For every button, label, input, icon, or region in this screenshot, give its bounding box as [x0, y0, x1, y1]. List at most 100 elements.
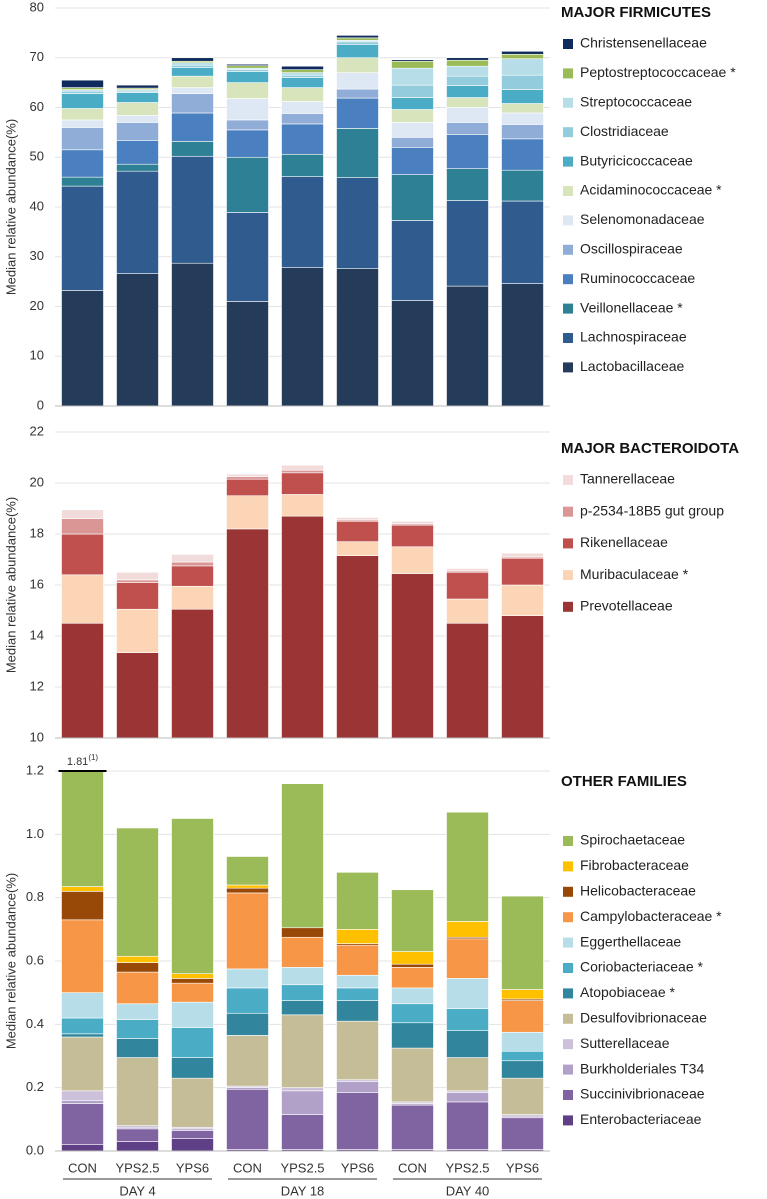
bar-segment [501, 50, 544, 55]
bar-segment [116, 962, 159, 973]
bar-segment [391, 300, 434, 406]
legend-label: Rikenellaceae [580, 534, 668, 550]
legend-label: Coriobacteriaceae * [580, 959, 704, 975]
legend-swatch [563, 186, 573, 196]
bar-segment [391, 59, 434, 62]
x-tick-label: YPS6 [341, 1160, 374, 1175]
bar-segment [446, 568, 489, 572]
bar-segment [226, 495, 269, 530]
bar-segment [391, 1022, 434, 1049]
bar-segment [281, 77, 324, 88]
bar-segment [226, 476, 269, 480]
legend-label: Ruminococcaceae [580, 270, 695, 286]
y-tick-label: 0.2 [26, 1079, 44, 1094]
bar-segment [116, 140, 159, 165]
legend-label: Fibrobacteraceae [580, 857, 689, 873]
bar-segment [171, 1027, 214, 1058]
bar-segment [226, 987, 269, 1014]
bar-segment [336, 1020, 379, 1081]
legend-swatch [563, 68, 573, 79]
bar-segment [171, 1001, 214, 1028]
y-tick-label: 0.8 [26, 889, 44, 904]
bar-segment [116, 102, 159, 116]
bar-segment [391, 60, 434, 69]
y-tick-label: 18 [30, 525, 44, 540]
bar-segment [226, 887, 269, 894]
bar-segment [226, 968, 269, 989]
bar-segment [336, 1081, 379, 1093]
bar-segment [281, 927, 324, 938]
y-tick-label: 1.2 [26, 762, 44, 777]
legend-swatch [563, 836, 573, 846]
bar-segment [336, 1000, 379, 1022]
bar-segment [281, 72, 324, 76]
bar-segment [336, 128, 379, 178]
legend-swatch [563, 1064, 573, 1075]
bar-segment [501, 1050, 544, 1062]
legend-swatch [563, 506, 573, 517]
bar-segment [281, 153, 324, 177]
y-tick-label: 22 [30, 423, 44, 438]
bar-segment [61, 992, 104, 1019]
bar-segment [281, 515, 324, 738]
bar-segment [446, 921, 489, 938]
bar-segment [61, 176, 104, 187]
x-tick-label: CON [68, 1160, 97, 1175]
bar-segment [281, 464, 324, 471]
bar-segment [116, 1019, 159, 1039]
bar-segment [116, 163, 159, 172]
bar-segment [336, 57, 379, 73]
bar-segment [391, 84, 434, 98]
legend-label: Spirochaetaceae [580, 832, 685, 848]
bar-segment [336, 929, 379, 944]
bar-segment [116, 827, 159, 957]
legend-label: Campylobacteraceae * [580, 908, 722, 924]
bar-segment [61, 1100, 104, 1104]
x-tick-label: YPS2.5 [445, 1160, 489, 1175]
bar-segment [226, 156, 269, 213]
bar-segment [446, 97, 489, 108]
legend-swatch [563, 97, 573, 108]
x-tick-label: YPS2.5 [115, 1160, 159, 1175]
bar-segment [281, 1090, 324, 1115]
bar-segment [171, 973, 214, 979]
legend-label: Peptostreptococcaceae * [580, 64, 736, 80]
bar-segment [501, 138, 544, 171]
legend-swatch [563, 362, 573, 373]
bar-segment [501, 557, 544, 586]
legend-swatch [563, 538, 573, 549]
legend-label: Lactobacillaceae [580, 358, 685, 374]
bar-segment [501, 1117, 544, 1150]
bar-segment [391, 220, 434, 301]
bar-segment [281, 494, 324, 517]
legend-swatch [563, 963, 573, 973]
bar-segment [171, 608, 214, 738]
legend-label: Muribaculaceae * [580, 566, 689, 582]
bar-segment [171, 1130, 214, 1139]
bar-segment [171, 1077, 214, 1128]
bar-segment [446, 1008, 489, 1031]
bar-segment [336, 987, 379, 1001]
bar-segment [446, 811, 489, 922]
bar-segment [171, 565, 214, 587]
bar-segment [61, 1103, 104, 1145]
legend-swatch [563, 215, 573, 226]
bar-segment [446, 622, 489, 738]
bar-segment [61, 149, 104, 178]
bar-segment [336, 872, 379, 930]
bar-segment [281, 984, 324, 1001]
bar-segment [116, 582, 159, 610]
bar-segment [281, 113, 324, 125]
bar-segment [116, 571, 159, 581]
bar-segment [281, 65, 324, 70]
bar-segment [336, 517, 379, 521]
bar-segment [336, 974, 379, 989]
y-tick-label: 0.0 [26, 1142, 44, 1157]
bar-segment [171, 262, 214, 406]
bar-segment [501, 1077, 544, 1115]
bar-segment [336, 944, 379, 976]
bar-segment [281, 101, 324, 114]
bar-segment [281, 267, 324, 406]
legend-label: Eggerthellaceae [580, 933, 681, 949]
legend-label: Veillonellaceae * [580, 299, 683, 315]
